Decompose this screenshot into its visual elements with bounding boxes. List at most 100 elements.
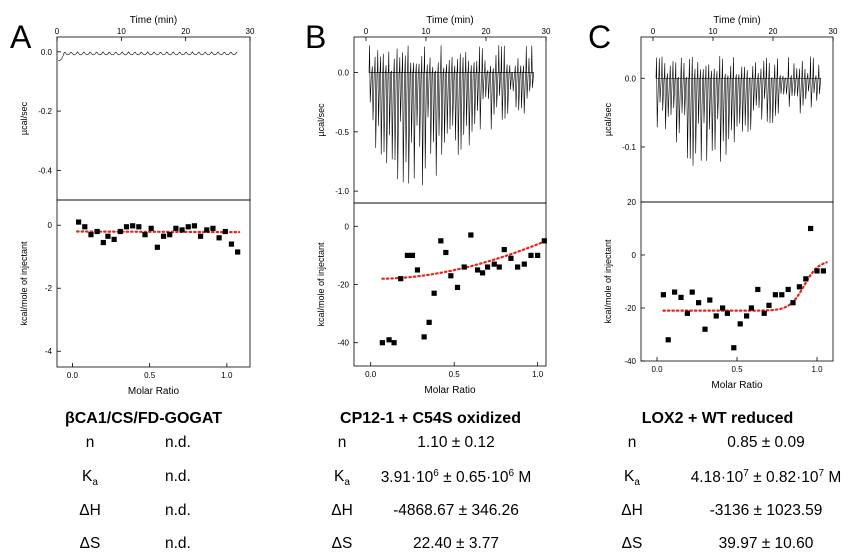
y-tick-label: 0.0 [625,74,637,83]
param-value: n.d. [165,535,191,552]
data-point [724,310,730,316]
data-point [130,223,136,229]
data-point [391,340,397,346]
y-tick-label: -0.5 [335,128,349,137]
param-value: 0.85 ± 0.09 [727,434,805,451]
data-point [707,297,713,303]
data-point [421,334,427,340]
y-tick-label: -4 [45,347,53,356]
y-tick-label: -20 [337,281,349,290]
param-value: -4868.67 ± 346.26 [393,502,519,519]
data-point [468,232,474,238]
data-point [474,267,481,273]
x-tick-label: 30 [246,27,255,36]
data-point [167,232,173,238]
thermogram-trace [655,55,821,166]
param-value: 3.91·106 ± 0.65·106 M [380,468,532,487]
data-point [117,228,123,235]
data-point [426,319,432,325]
y-axis-label: kcal/mole of injectant [603,239,613,324]
data-point [696,300,702,306]
data-point [803,276,809,282]
y-tick-label: -0.2 [38,107,52,116]
param-value: n.d. [165,468,191,485]
data-point [154,244,160,250]
y-axis-label: kcal/mole of injectant [19,241,29,326]
data-point [744,313,750,319]
param-symbol: ΔS [79,535,101,552]
x-axis-label: Molar Ratio [128,386,180,397]
y-tick-label: 20 [627,198,636,207]
data-point [501,246,507,253]
y-axis-label: µcal/sec [316,103,326,137]
param-value: 22.40 ± 3.77 [412,535,500,552]
data-point [431,290,437,296]
data-point [179,227,185,233]
x-tick-label: 10 [422,27,431,36]
data-point [461,264,467,270]
data-point [521,261,527,267]
y-tick-label: -20 [624,304,636,313]
data-point [404,252,411,258]
y-tick-label: -1.0 [335,187,349,196]
param-value: 39.97 ± 10.60 [718,535,814,552]
y-tick-label: -40 [337,339,349,348]
data-point [105,233,111,239]
panel-a-thermogram-frame [56,36,251,201]
x-tick-label: 0 [364,27,369,36]
param-symbol: ΔH [79,502,101,519]
data-point [379,340,385,346]
x-axis-label: Time (min) [713,15,760,26]
data-point [779,292,785,298]
param-value: 1.10 ± 0.12 [417,434,495,451]
param-symbol: ΔH [331,502,353,519]
x-tick-label: 30 [829,27,838,36]
y-tick-label: 0.0 [41,48,53,57]
data-point [148,225,154,231]
x-tick-label: 1.0 [811,365,823,374]
data-point [409,252,416,258]
data-point [713,313,719,319]
y-tick-label: -0.4 [38,166,52,175]
data-point [185,224,191,230]
data-point [515,264,521,270]
param-symbol: Ka [334,468,350,489]
data-point [660,292,666,298]
x-tick-label: 0.0 [365,370,377,379]
data-point [398,276,404,282]
fit-curve [76,230,241,234]
data-point [438,238,444,244]
data-point [702,326,708,332]
data-point [737,321,743,327]
data-point [111,236,117,242]
data-point [535,252,541,258]
panel-b-title: CP12-1 + C54S oxidized [340,410,521,427]
y-tick-label: 0.0 [338,69,350,78]
panel-a-letter: A [10,19,32,55]
data-point [94,228,100,235]
data-point [454,284,461,291]
data-point [678,294,684,300]
x-tick-label: 0.5 [731,365,743,374]
data-point [496,264,502,270]
param-symbol: n [85,434,95,451]
thermogram-trace [368,45,534,186]
y-axis-label: kcal/mole of injectant [316,242,326,327]
data-point [191,223,198,229]
panel-a-isotherm-frame [56,199,251,368]
x-axis-label: Molar Ratio [424,385,476,396]
y-tick-label: -40 [624,357,636,366]
y-tick-label: -0.1 [622,143,636,152]
x-axis-label: Time (min) [130,15,177,26]
param-symbol: ΔH [621,502,643,519]
panel-a-title: βCA1/CS/FD-GOGAT [64,410,223,427]
panel-b-letter: B [305,19,326,55]
data-point [766,302,772,308]
x-tick-label: 20 [181,27,190,36]
data-point [204,227,210,233]
x-tick-label: 10 [117,27,126,36]
param-symbol: ΔS [331,535,353,552]
y-tick-label: 0 [48,221,53,230]
param-value: n.d. [165,502,191,519]
data-point [76,219,82,225]
